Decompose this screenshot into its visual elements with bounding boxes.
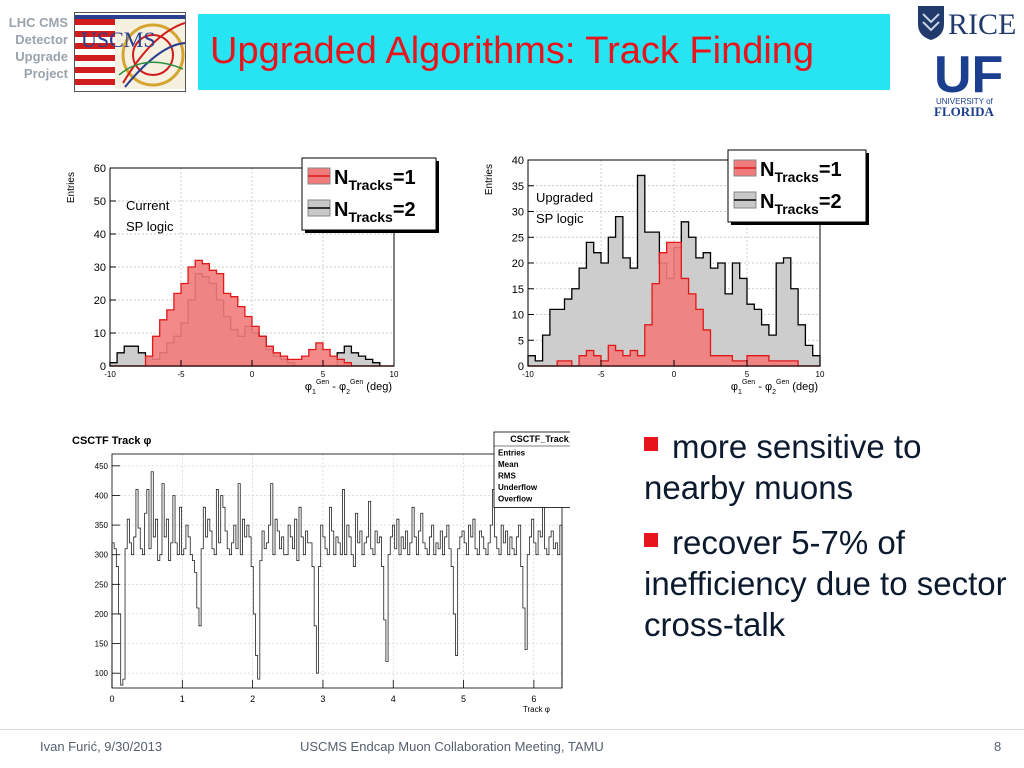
x-axis-label: φ1Gen - φ2Gen (deg): [305, 379, 392, 396]
bullet-square-icon: [644, 437, 658, 451]
x-tick-label: 10: [816, 370, 825, 379]
footer-meeting: USCMS Endcap Muon Collaboration Meeting,…: [300, 739, 604, 754]
plot-annotation: Current: [126, 198, 170, 213]
y-tick-label: 40: [512, 155, 524, 167]
uf-logo: UF UNIVERSITY of FLORIDA: [930, 44, 1014, 119]
y-tick-label: 350: [95, 521, 109, 530]
x-tick-label: 6: [531, 694, 536, 704]
x-tick-label: 0: [109, 694, 114, 704]
stats-row-label: Entries: [498, 449, 526, 458]
brand-line: Project: [23, 66, 68, 81]
y-tick-label: 20: [94, 295, 106, 307]
x-tick-label: 10: [390, 370, 399, 379]
y-tick-label: 5: [518, 335, 524, 347]
y-tick-label: 400: [95, 491, 109, 500]
project-brand: LHC CMS Detector Upgrade Project: [0, 14, 68, 82]
y-tick-label: 60: [94, 163, 106, 175]
x-tick-label: 0: [250, 370, 255, 379]
x-tick-label: -10: [104, 370, 116, 379]
x-tick-label: 5: [461, 694, 466, 704]
histogram-series: [111, 471, 563, 688]
y-tick-label: 200: [95, 610, 109, 619]
stats-row-label: Underflow: [498, 483, 538, 492]
legend-label: NTracks=2: [334, 199, 416, 225]
legend-label: NTracks=2: [760, 191, 842, 217]
bullet-text: recover 5-7% of inefficiency due to sect…: [644, 524, 1007, 643]
y-tick-label: 30: [94, 262, 106, 274]
bullet-list: more sensitive to nearby muons recover 5…: [644, 426, 1014, 659]
stats-title: CSCTF_Track_Phi: [510, 434, 570, 444]
y-tick-label: 150: [95, 640, 109, 649]
y-tick-label: 15: [512, 284, 524, 296]
stats-box: CSCTF_Track_PhiEntries46050Mean3.181RMS1…: [493, 431, 570, 508]
x-tick-label: 5: [745, 370, 750, 379]
y-tick-label: 10: [94, 328, 106, 340]
y-tick-label: 30: [512, 207, 524, 219]
plot-title: CSCTF Track φ: [72, 435, 152, 447]
bullet-item: recover 5-7% of inefficiency due to sect…: [644, 522, 1014, 645]
bullet-square-icon: [644, 533, 658, 547]
bullet-item: more sensitive to nearby muons: [644, 426, 1014, 508]
histogram-csctf-track-phi: CSCTF Track φ 100 150 200 250 300 350 400 450 0 1 2…: [62, 424, 570, 724]
y-tick-label: 35: [512, 181, 524, 193]
uf-logo-text: UF: [934, 46, 1003, 104]
bullet-text: more sensitive to nearby muons: [644, 428, 922, 506]
x-tick-label: -5: [597, 370, 605, 379]
x-tick-label: 3: [320, 694, 325, 704]
x-axis-label: φ1Gen - φ2Gen (deg): [731, 379, 818, 396]
title-band: Upgraded Algorithms: Track Finding: [198, 14, 890, 90]
x-tick-label: 4: [391, 694, 396, 704]
plot-annotation: Upgraded: [536, 190, 593, 205]
y-tick-label: 25: [512, 232, 524, 244]
page-number: 8: [994, 739, 1002, 754]
y-tick-label: 0: [518, 361, 524, 373]
stats-row-label: Mean: [498, 460, 519, 469]
stats-row-label: RMS: [498, 472, 516, 481]
footer-author-date: Ivan Furić, 9/30/2013: [40, 739, 163, 754]
uf-logo-sub1: UNIVERSITY of: [936, 97, 994, 106]
stats-row-label: Overflow: [498, 495, 533, 504]
x-tick-label: -10: [522, 370, 534, 379]
x-tick-label: 2: [250, 694, 255, 704]
rice-logo: RICE: [914, 2, 1020, 42]
histogram-upgraded-sp-logic: 0 5 10 15 20 25 30 35 40 -10 -5 0 5 10 Entries φ1Gen - …: [482, 148, 874, 400]
histogram-current-sp-logic: 0 10 20 30 40 50 60 -10 -5 0 5 10 Entries φ1Gen - φ2G…: [62, 148, 442, 400]
x-tick-label: 1: [180, 694, 185, 704]
y-tick-label: 40: [94, 229, 106, 241]
uf-logo-sub2: FLORIDA: [934, 104, 995, 118]
y-tick-label: 0: [100, 361, 106, 373]
legend-label: NTracks=1: [760, 159, 842, 185]
x-axis-label: Track φ: [523, 705, 550, 714]
uscms-logo: USCMS: [74, 12, 186, 92]
brand-line: Detector: [15, 32, 68, 47]
x-tick-label: -5: [177, 370, 185, 379]
y-axis-label: Entries: [484, 164, 495, 195]
plot-frame: [111, 453, 563, 689]
plot-area: [112, 454, 562, 688]
x-tick-label: 0: [672, 370, 677, 379]
legend-label: NTracks=1: [334, 167, 416, 193]
brand-line: LHC CMS: [8, 15, 68, 30]
y-tick-label: 10: [512, 310, 524, 322]
uscms-logo-text: USCMS: [81, 27, 156, 52]
y-axis-label: Entries: [66, 172, 77, 203]
y-tick-label: 450: [95, 462, 109, 471]
y-tick-label: 50: [94, 196, 106, 208]
y-tick-label: 100: [95, 669, 109, 678]
y-tick-label: 250: [95, 580, 109, 589]
rice-logo-text: RICE: [948, 8, 1016, 41]
brand-line: Upgrade: [15, 49, 68, 64]
histogram-series: [110, 259, 394, 367]
footer-divider: [0, 729, 1024, 730]
plot-annotation: SP logic: [126, 219, 174, 234]
x-tick-label: 5: [321, 370, 326, 379]
y-tick-label: 300: [95, 551, 109, 560]
stats-frame: [493, 431, 570, 508]
y-tick-label: 20: [512, 258, 524, 270]
slide-title: Upgraded Algorithms: Track Finding: [210, 30, 815, 72]
histogram-series: [528, 241, 820, 367]
plot-annotation: SP logic: [536, 211, 584, 226]
